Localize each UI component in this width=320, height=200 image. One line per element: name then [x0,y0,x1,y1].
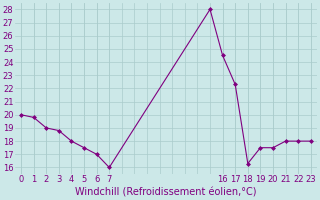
X-axis label: Windchill (Refroidissement éolien,°C): Windchill (Refroidissement éolien,°C) [75,187,257,197]
